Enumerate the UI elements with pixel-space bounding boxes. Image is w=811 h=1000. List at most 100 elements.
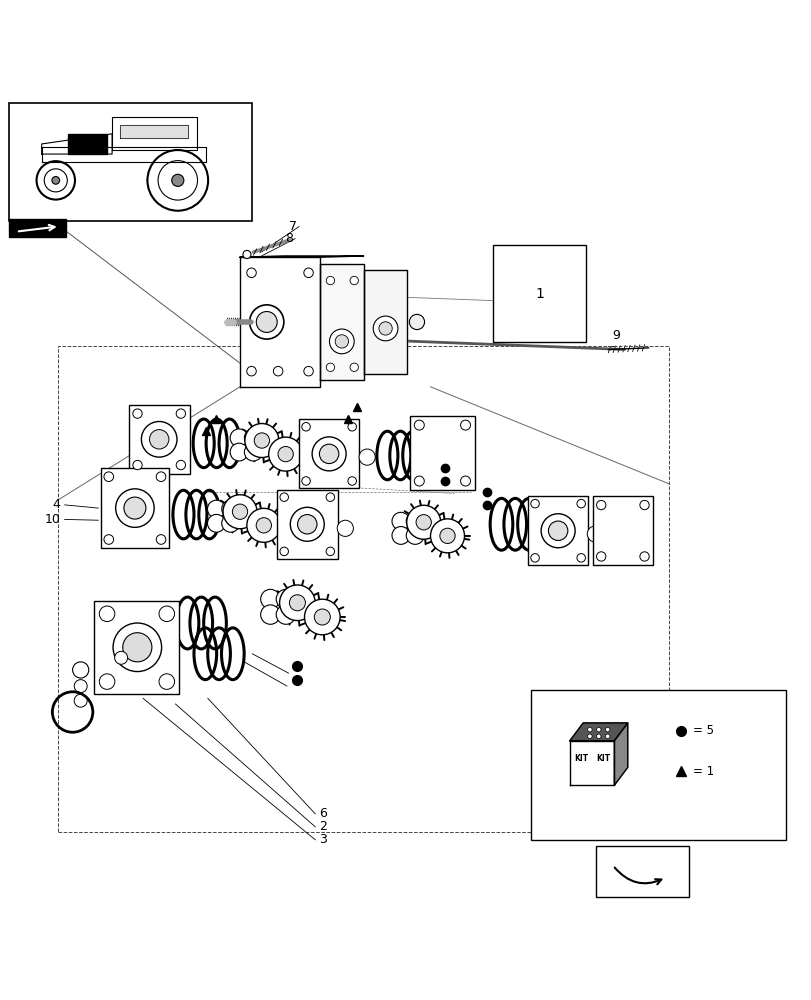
Polygon shape	[120, 125, 188, 138]
Polygon shape	[41, 147, 206, 162]
Bar	[527, 496, 588, 565]
Circle shape	[158, 161, 197, 200]
Circle shape	[247, 366, 256, 376]
Circle shape	[303, 366, 313, 376]
Circle shape	[245, 424, 278, 458]
Bar	[10, 103, 252, 221]
Circle shape	[547, 521, 567, 540]
Circle shape	[409, 314, 424, 330]
Circle shape	[114, 651, 127, 664]
Circle shape	[72, 662, 88, 678]
Circle shape	[314, 609, 330, 625]
Circle shape	[297, 515, 316, 534]
Circle shape	[208, 514, 225, 532]
Circle shape	[392, 512, 410, 530]
Circle shape	[148, 150, 208, 211]
Polygon shape	[320, 264, 363, 380]
Circle shape	[133, 460, 142, 470]
Circle shape	[577, 554, 585, 562]
Circle shape	[540, 514, 574, 548]
Text: KIT: KIT	[573, 754, 587, 763]
Bar	[277, 490, 337, 559]
Bar	[101, 468, 169, 548]
Bar	[58, 346, 668, 832]
Bar	[129, 405, 189, 474]
Circle shape	[260, 605, 280, 624]
Circle shape	[440, 528, 455, 543]
Circle shape	[276, 605, 295, 624]
Text: 10: 10	[45, 513, 60, 526]
Circle shape	[141, 422, 177, 457]
Circle shape	[577, 499, 585, 508]
Circle shape	[326, 363, 334, 371]
Circle shape	[133, 409, 142, 418]
Circle shape	[171, 174, 183, 186]
Circle shape	[44, 169, 67, 192]
Bar	[410, 416, 474, 490]
Circle shape	[159, 606, 174, 622]
Circle shape	[430, 519, 464, 553]
Circle shape	[639, 500, 649, 510]
Circle shape	[586, 526, 603, 542]
Bar	[10, 219, 66, 237]
Circle shape	[156, 535, 165, 544]
Text: 2: 2	[319, 820, 327, 833]
Circle shape	[113, 623, 161, 672]
Circle shape	[159, 674, 174, 689]
Circle shape	[406, 505, 440, 539]
Circle shape	[302, 423, 310, 431]
Polygon shape	[569, 723, 627, 741]
Circle shape	[350, 276, 358, 285]
Circle shape	[326, 547, 334, 556]
Polygon shape	[240, 256, 363, 257]
Circle shape	[347, 423, 356, 431]
Circle shape	[221, 514, 239, 532]
Text: 8: 8	[285, 232, 292, 245]
Polygon shape	[569, 741, 614, 785]
Circle shape	[605, 727, 609, 732]
Bar	[595, 846, 689, 897]
Circle shape	[406, 512, 423, 530]
Circle shape	[256, 312, 277, 332]
Circle shape	[208, 500, 225, 518]
Text: 3: 3	[319, 833, 327, 846]
Circle shape	[74, 694, 87, 707]
Circle shape	[244, 429, 262, 447]
Circle shape	[329, 329, 354, 354]
Polygon shape	[614, 723, 627, 785]
Circle shape	[347, 477, 356, 485]
Circle shape	[311, 437, 345, 471]
Circle shape	[280, 493, 288, 501]
Circle shape	[247, 508, 281, 542]
Circle shape	[122, 633, 152, 662]
Circle shape	[379, 322, 392, 335]
Polygon shape	[240, 257, 320, 387]
Circle shape	[587, 734, 591, 739]
Circle shape	[596, 552, 605, 561]
Circle shape	[223, 495, 257, 529]
Bar	[592, 496, 652, 565]
Circle shape	[406, 527, 423, 544]
Circle shape	[74, 680, 87, 693]
Circle shape	[104, 472, 114, 482]
Circle shape	[335, 335, 348, 348]
Circle shape	[230, 443, 247, 461]
Bar	[94, 601, 179, 694]
Text: = 1: = 1	[693, 765, 714, 778]
Circle shape	[302, 477, 310, 485]
Circle shape	[415, 515, 431, 530]
Circle shape	[596, 727, 600, 732]
Text: = 5: = 5	[693, 724, 714, 737]
Circle shape	[99, 606, 114, 622]
Circle shape	[52, 177, 59, 184]
Circle shape	[290, 507, 324, 541]
Circle shape	[414, 420, 424, 430]
Circle shape	[176, 409, 185, 418]
Polygon shape	[112, 117, 196, 150]
Circle shape	[268, 437, 303, 471]
Circle shape	[276, 589, 295, 609]
Circle shape	[232, 504, 247, 519]
Circle shape	[319, 444, 338, 464]
Circle shape	[596, 500, 605, 510]
Circle shape	[277, 446, 293, 462]
